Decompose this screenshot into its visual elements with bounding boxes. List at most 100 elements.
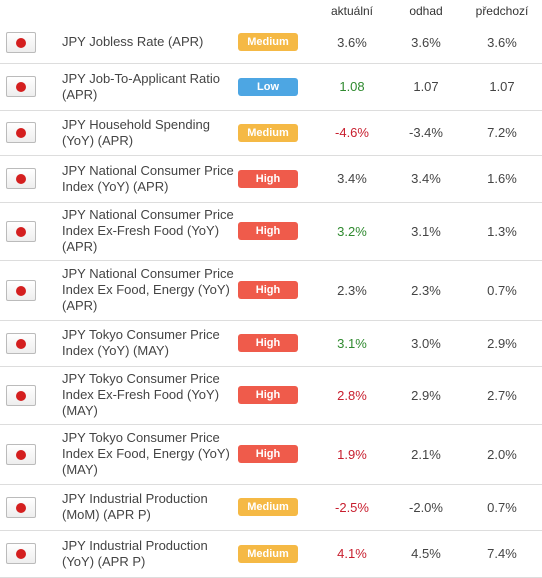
event-row: JPY Industrial Production (YoY) (APR P) M… <box>0 530 542 578</box>
column-header: aktuální <box>330 4 374 18</box>
importance-badge: Medium <box>238 544 298 563</box>
column-header: předchozí <box>475 4 529 18</box>
importance-badge: Low <box>238 77 298 96</box>
event-row: JPY Tokyo Consumer Price Index Ex Food, … <box>0 424 542 485</box>
importance-cell: Medium <box>238 110 314 156</box>
actual-value: 4.1% <box>314 530 390 578</box>
event-name: JPY Household Spending (YoY) (APR) <box>38 110 238 156</box>
forecast-value: 2.9% <box>390 366 462 425</box>
flag-icon <box>6 220 36 242</box>
importance-cell: Medium <box>238 530 314 578</box>
importance-cell: Medium <box>238 22 314 64</box>
importance-cell: High <box>238 202 314 261</box>
event-row: JPY National Consumer Price Index Ex Foo… <box>0 260 542 321</box>
previous-value: 7.2% <box>462 110 542 156</box>
previous-value: 2.0% <box>462 424 542 485</box>
event-name: JPY National Consumer Price Index (YoY) … <box>38 155 238 203</box>
flag-cell <box>0 110 38 156</box>
forecast-value: 2.1% <box>390 424 462 485</box>
previous-value: 2.9% <box>462 320 542 367</box>
actual-value: -2.5% <box>314 484 390 531</box>
importance-cell: Low <box>238 63 314 111</box>
importance-cell: High <box>238 366 314 425</box>
actual-value: 1.08 <box>314 63 390 111</box>
actual-value: 3.2% <box>314 202 390 261</box>
flag-cell <box>0 320 38 367</box>
event-row: JPY Tokyo Consumer Price Index (YoY) (MA… <box>0 320 542 367</box>
importance-badge: High <box>238 334 298 352</box>
event-row: JPY Tokyo Consumer Price Index Ex-Fresh … <box>0 366 542 425</box>
previous-value: 1.07 <box>462 63 542 111</box>
previous-value: 7.4% <box>462 530 542 578</box>
actual-value: 3.4% <box>314 155 390 203</box>
flag-icon <box>6 122 36 143</box>
flag-cell <box>0 260 38 321</box>
flag-cell <box>0 202 38 261</box>
event-name: JPY National Consumer Price Index Ex-Fre… <box>38 202 238 261</box>
event-row: JPY Jobless Rate (APR) Medium 3.6% 3.6% 3.6% <box>0 22 542 64</box>
previous-value: 0.7% <box>462 484 542 531</box>
flag-icon <box>6 168 36 189</box>
event-name: JPY National Consumer Price Index Ex Foo… <box>38 260 238 321</box>
importance-badge: High <box>238 222 298 240</box>
previous-value: 1.6% <box>462 155 542 203</box>
importance-badge: High <box>238 445 298 463</box>
forecast-value: 1.07 <box>390 63 462 111</box>
forecast-value: 2.3% <box>390 260 462 321</box>
event-row: JPY Industrial Production (MoM) (APR P) M… <box>0 484 542 531</box>
actual-value: 1.9% <box>314 424 390 485</box>
flag-cell <box>0 63 38 111</box>
importance-badge: High <box>238 281 298 299</box>
event-row: JPY Household Spending (YoY) (APR) Medium… <box>0 110 542 156</box>
event-name: JPY Industrial Production (YoY) (APR P) <box>38 530 238 578</box>
actual-value: 2.3% <box>314 260 390 321</box>
event-row: JPY Job-To-Applicant Ratio (APR) Low 1.08 1… <box>0 63 542 111</box>
previous-value: 0.7% <box>462 260 542 321</box>
forecast-value: -3.4% <box>390 110 462 156</box>
event-name: JPY Tokyo Consumer Price Index Ex-Fresh … <box>38 366 238 425</box>
importance-badge: High <box>238 386 298 404</box>
flag-icon <box>6 279 36 301</box>
flag-cell <box>0 484 38 531</box>
importance-cell: High <box>238 155 314 203</box>
event-name: JPY Jobless Rate (APR) <box>38 22 238 64</box>
flag-cell <box>0 22 38 64</box>
forecast-value: 4.5% <box>390 530 462 578</box>
previous-value: 1.3% <box>462 202 542 261</box>
event-name: JPY Tokyo Consumer Price Index (YoY) (MA… <box>38 320 238 367</box>
importance-badge: Medium <box>238 33 298 52</box>
importance-cell: High <box>238 424 314 485</box>
flag-icon <box>6 31 36 53</box>
flag-icon <box>6 443 36 465</box>
event-row: JPY National Consumer Price Index Ex-Fre… <box>0 202 542 261</box>
actual-value: 3.1% <box>314 320 390 367</box>
importance-badge: High <box>238 169 298 188</box>
flag-icon <box>6 496 36 518</box>
table-body: JPY Jobless Rate (APR) Medium 3.6% 3.6% 3.6%… <box>0 22 542 578</box>
forecast-value: 3.1% <box>390 202 462 261</box>
importance-cell: High <box>238 260 314 321</box>
previous-value: 2.7% <box>462 366 542 425</box>
flag-icon <box>6 543 36 564</box>
flag-icon <box>6 384 36 406</box>
importance-badge: Medium <box>238 498 298 516</box>
flag-cell <box>0 366 38 425</box>
flag-icon <box>6 76 36 97</box>
event-name: JPY Job-To-Applicant Ratio (APR) <box>38 63 238 111</box>
flag-icon <box>6 332 36 354</box>
forecast-value: 3.4% <box>390 155 462 203</box>
importance-cell: Medium <box>238 484 314 531</box>
forecast-value: -2.0% <box>390 484 462 531</box>
importance-badge: Medium <box>238 123 298 142</box>
flag-cell <box>0 530 38 578</box>
actual-value: -4.6% <box>314 110 390 156</box>
flag-cell <box>0 155 38 203</box>
forecast-value: 3.6% <box>390 22 462 64</box>
header-row: aktuální odhad předchozí <box>0 0 542 22</box>
actual-value: 3.6% <box>314 22 390 64</box>
event-name: JPY Industrial Production (MoM) (APR P) <box>38 484 238 531</box>
event-row: JPY National Consumer Price Index (YoY) … <box>0 155 542 203</box>
actual-value: 2.8% <box>314 366 390 425</box>
